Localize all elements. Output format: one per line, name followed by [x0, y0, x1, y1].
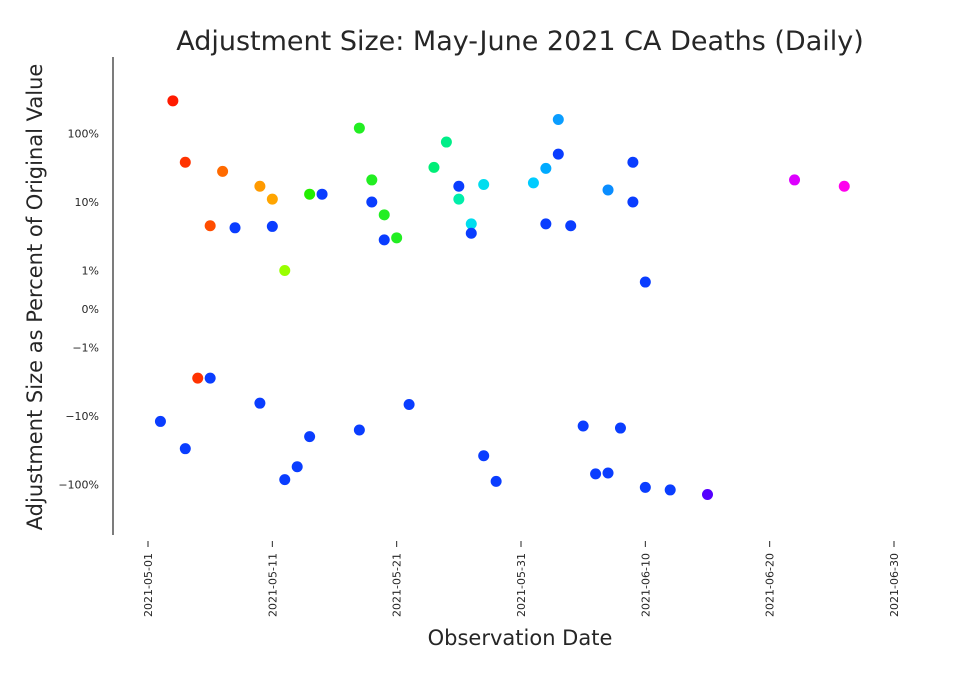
data-point — [577, 420, 589, 432]
data-point — [266, 193, 278, 205]
data-point — [478, 450, 490, 462]
x-tick-label: 2021-05-01 — [142, 553, 155, 617]
data-point — [565, 220, 577, 232]
data-point — [254, 397, 266, 409]
data-point — [465, 227, 477, 239]
x-axis-label: Observation Date — [428, 626, 613, 650]
data-point — [366, 174, 378, 186]
data-point — [478, 179, 490, 191]
y-tick-label: −100% — [58, 479, 99, 492]
data-point — [602, 467, 614, 479]
data-point — [639, 481, 651, 493]
data-point — [204, 220, 216, 232]
y-axis: 100% 10% 1% 0% −1% −10% −100% — [58, 57, 114, 535]
data-point — [428, 161, 440, 173]
y-tick-label: −10% — [65, 410, 99, 423]
data-point — [614, 422, 626, 434]
y-tick-label: −1% — [72, 342, 99, 355]
data-point — [304, 431, 316, 443]
x-tick-label: 2021-06-20 — [764, 553, 777, 617]
data-point — [154, 415, 166, 427]
data-point — [378, 209, 390, 221]
data-point — [378, 234, 390, 246]
data-points — [154, 95, 850, 501]
x-tick-label: 2021-06-10 — [639, 553, 652, 617]
data-point — [552, 148, 564, 160]
y-tick-label: 1% — [82, 265, 99, 278]
data-point — [391, 232, 403, 244]
data-point — [527, 177, 539, 189]
data-point — [353, 122, 365, 134]
y-tick-label: 10% — [75, 196, 99, 209]
data-point — [279, 474, 291, 486]
x-axis: 2021-05-01 2021-05-11 2021-05-21 2021-05-31… — [142, 541, 901, 617]
chart-title: Adjustment Size: May-June 2021 CA Deaths… — [176, 26, 864, 57]
data-point — [291, 461, 303, 473]
x-tick-label: 2021-06-30 — [888, 553, 901, 617]
data-point — [789, 174, 801, 186]
data-point — [192, 372, 204, 384]
data-point — [490, 475, 502, 487]
data-point — [540, 162, 552, 174]
x-tick-label: 2021-05-31 — [515, 553, 528, 617]
data-point — [453, 193, 465, 205]
data-point — [266, 220, 278, 232]
data-point — [453, 180, 465, 192]
data-point — [702, 489, 713, 501]
data-point — [179, 443, 191, 455]
data-point — [664, 484, 676, 496]
data-point — [304, 188, 316, 200]
y-tick-label: 100% — [68, 128, 99, 141]
data-point — [838, 180, 850, 192]
data-point — [403, 399, 415, 411]
data-point — [602, 184, 614, 196]
data-point — [179, 156, 191, 168]
data-point — [353, 424, 365, 436]
data-point — [540, 218, 552, 230]
data-point — [254, 180, 266, 192]
data-point — [627, 196, 639, 208]
data-point — [229, 222, 241, 234]
data-point — [440, 136, 452, 148]
data-point — [217, 165, 229, 177]
data-point — [167, 95, 179, 107]
data-point — [279, 265, 291, 276]
y-tick-label: 0% — [82, 303, 99, 316]
data-point — [366, 196, 378, 208]
data-point — [627, 156, 639, 168]
data-point — [316, 188, 328, 200]
x-tick-label: 2021-05-21 — [391, 553, 404, 617]
data-point — [465, 218, 477, 230]
data-point — [590, 468, 602, 480]
x-tick-label: 2021-05-11 — [266, 553, 279, 617]
data-point — [204, 372, 216, 384]
data-point — [552, 114, 564, 126]
data-point — [639, 276, 651, 288]
y-axis-label: Adjustment Size as Percent of Original V… — [23, 64, 47, 531]
